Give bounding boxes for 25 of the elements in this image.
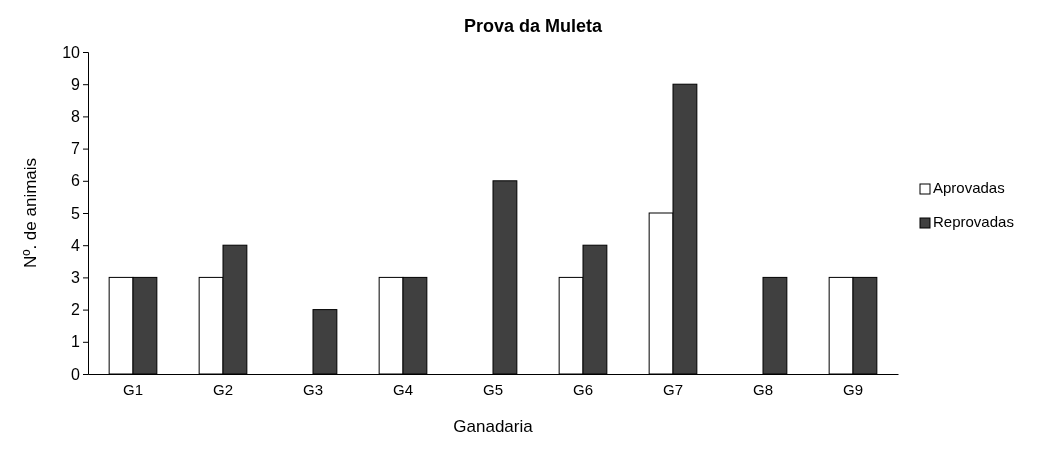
y-tick-label: 4 — [71, 236, 81, 254]
x-tick-label: G1 — [122, 380, 144, 398]
x-tick-label: G8 — [752, 380, 774, 398]
x-tick-label: G7 — [662, 380, 684, 398]
x-tick-label: G9 — [842, 380, 864, 398]
y-tick-label: 9 — [71, 75, 81, 93]
x-tick-label: G3 — [302, 380, 324, 398]
y-tick-label: 2 — [71, 301, 81, 319]
y-axis-title: Nº. de animais — [21, 157, 40, 269]
y-tick-label: 1 — [71, 333, 81, 351]
y-tick-label: 5 — [71, 204, 81, 222]
chart-title: Prova da Muleta — [463, 16, 604, 36]
y-tick-label: 0 — [71, 365, 81, 383]
y-tick-label: 3 — [71, 269, 81, 287]
y-tick-label: 8 — [71, 108, 81, 126]
y-tick-label: 10 — [62, 43, 81, 61]
x-tick-label: G2 — [212, 380, 234, 398]
y-tick-label: 7 — [71, 140, 81, 158]
legend-label: Reprovadas — [933, 213, 1014, 230]
x-axis-title: Ganadaria — [453, 417, 534, 436]
y-tick-label: 6 — [71, 172, 81, 190]
x-tick-label: G6 — [572, 380, 594, 398]
x-tick-label: G5 — [482, 380, 504, 398]
legend-label: Aprovadas — [933, 179, 1005, 196]
x-tick-label: G4 — [392, 380, 414, 398]
